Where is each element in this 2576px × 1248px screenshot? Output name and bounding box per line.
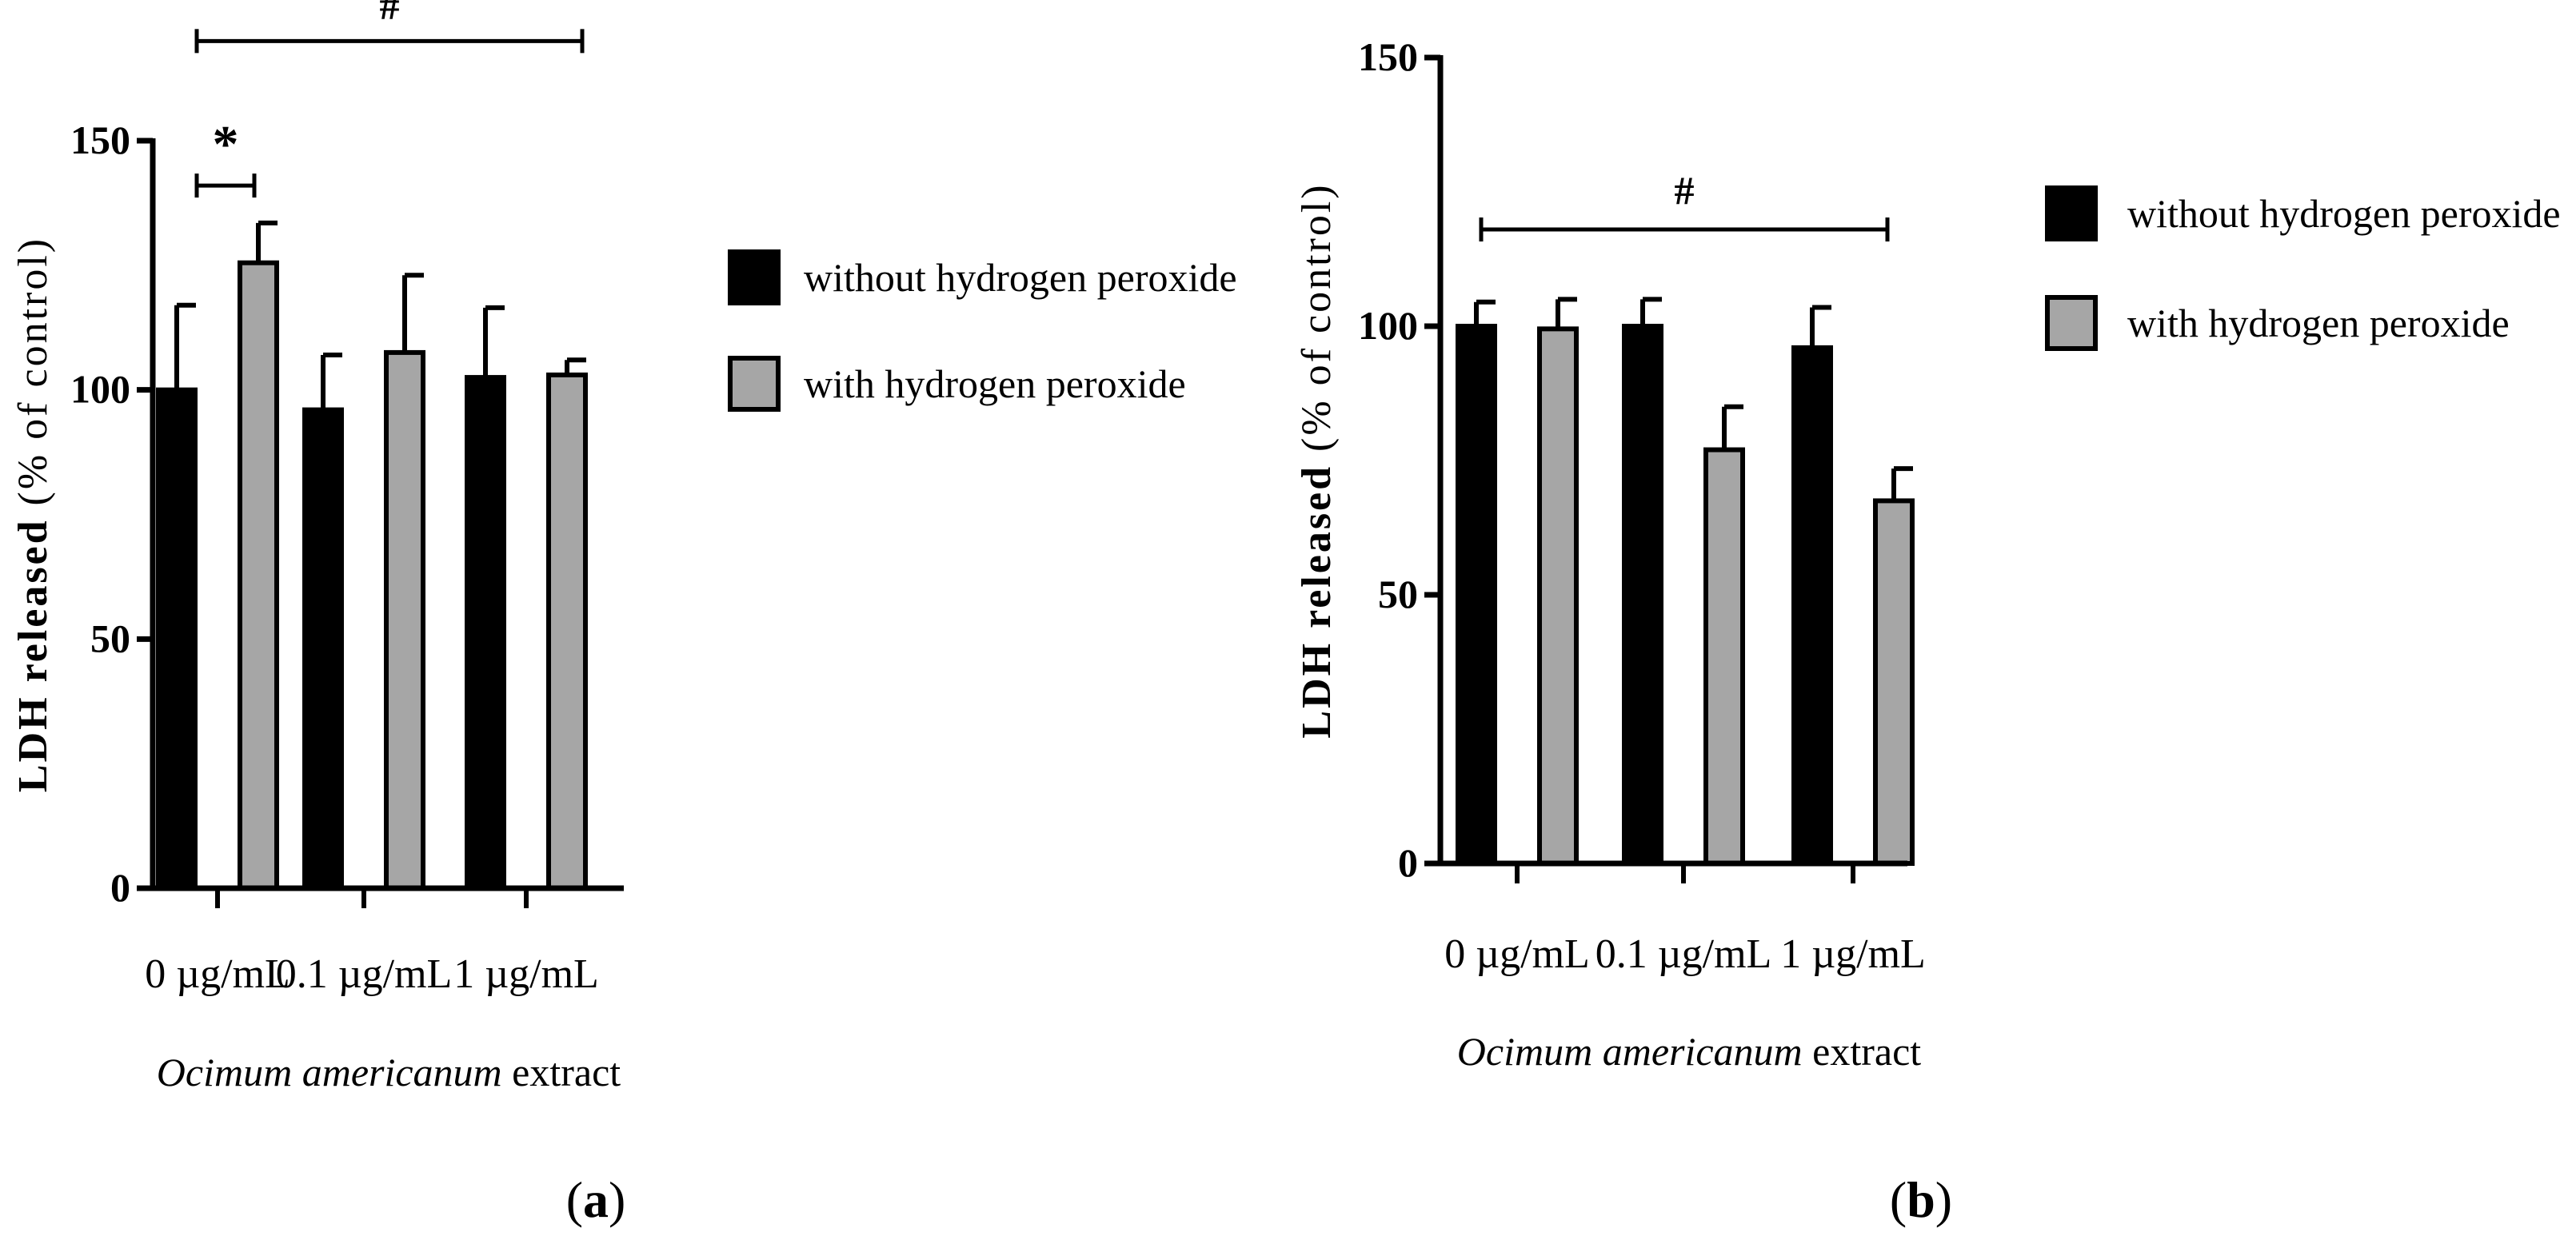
x-axis-title-rest: extract: [1812, 1029, 1921, 1074]
chart-panel-a: 0 50 100 150 0 µg/mL0.1 µg/mL 1 µg/mL LDH rele…: [10, 0, 1237, 1228]
panel-label-close: ): [1935, 1171, 1952, 1228]
legend-label: without hydrogen peroxide: [804, 255, 1237, 300]
legend-swatch: [2045, 295, 2098, 351]
x-tick-label: 1 µg/mL: [453, 951, 599, 997]
chart-panel-b: 0 50 100 150 0 µg/mL 0.1 µg/mL 1 µg/mL LDH rele…: [1294, 34, 2561, 1228]
bar: [302, 407, 344, 891]
y-tick-label: 50: [1378, 572, 1418, 616]
bar: [156, 387, 198, 891]
x-axis-title-space: [502, 1050, 513, 1094]
y-tick-label: 100: [1358, 303, 1418, 348]
x-tick-label: 0.1 µg/mL: [1596, 931, 1772, 977]
significance-marker: #: [1675, 168, 1695, 213]
panel-label-letter: a: [583, 1171, 609, 1228]
bar: [1703, 447, 1745, 866]
bar: [1456, 324, 1497, 866]
bar: [384, 349, 425, 891]
panel-label-letter: b: [1907, 1171, 1935, 1228]
legend-label: with hydrogen peroxide: [2127, 301, 2510, 345]
x-axis-title: Ocimum americanum extract: [1457, 1029, 1921, 1074]
x-axis-title-species: Ocimum americanum: [157, 1050, 502, 1094]
y-tick-label: 0: [110, 865, 130, 910]
bar: [1873, 498, 1915, 867]
x-axis-title-species: Ocimum americanum: [1457, 1029, 1803, 1074]
significance-marker: #: [380, 0, 400, 27]
x-axis-title: Ocimum americanum extract: [157, 1050, 621, 1094]
y-tick-label: 50: [90, 616, 130, 660]
x-tick-label: 0 µg/mL: [1444, 931, 1590, 977]
y-axis-title-bold: LDH released: [1294, 465, 1340, 739]
y-axis-title: LDH released (% of control): [1294, 182, 1340, 738]
y-tick-label: 150: [70, 118, 130, 162]
y-axis-title-space: [1294, 452, 1340, 465]
bar: [1622, 324, 1663, 866]
bar: [1537, 326, 1579, 866]
x-tick-label: 1 µg/mL: [1780, 931, 1926, 977]
panel-label-open: (: [1890, 1171, 1907, 1228]
legend-label: with hydrogen peroxide: [804, 361, 1186, 406]
x-tick-label: 0 µg/mL: [145, 951, 290, 997]
bar: [546, 372, 588, 891]
panel-label-close: ): [609, 1171, 625, 1228]
y-axis-title: LDH released (% of control): [10, 237, 56, 792]
bar: [1791, 345, 1833, 866]
legend-swatch: [728, 356, 781, 412]
x-axis-title-space: [1803, 1029, 1813, 1074]
y-axis-title-bold: LDH released: [10, 518, 56, 792]
legend-swatch: [2045, 185, 2098, 241]
y-tick-label: 0: [1398, 840, 1418, 885]
y-tick-label: 100: [70, 367, 130, 412]
y-axis-title-unit: (% of control): [1294, 182, 1340, 452]
panel-label: (a): [566, 1171, 626, 1228]
significance-marker: *: [213, 115, 239, 173]
panel-label-open: (: [566, 1171, 583, 1228]
legend-label: without hydrogen peroxide: [2127, 191, 2561, 236]
bar: [465, 375, 506, 891]
y-axis-title-unit: (% of control): [10, 237, 56, 506]
panel-label: (b): [1890, 1171, 1952, 1228]
x-axis-title-rest: extract: [512, 1050, 621, 1094]
x-tick-label: 0.1 µg/mL: [276, 951, 453, 997]
y-tick-label: 150: [1358, 34, 1418, 79]
bar: [238, 260, 279, 891]
legend-swatch: [728, 249, 781, 305]
y-axis-title-space: [10, 505, 56, 518]
